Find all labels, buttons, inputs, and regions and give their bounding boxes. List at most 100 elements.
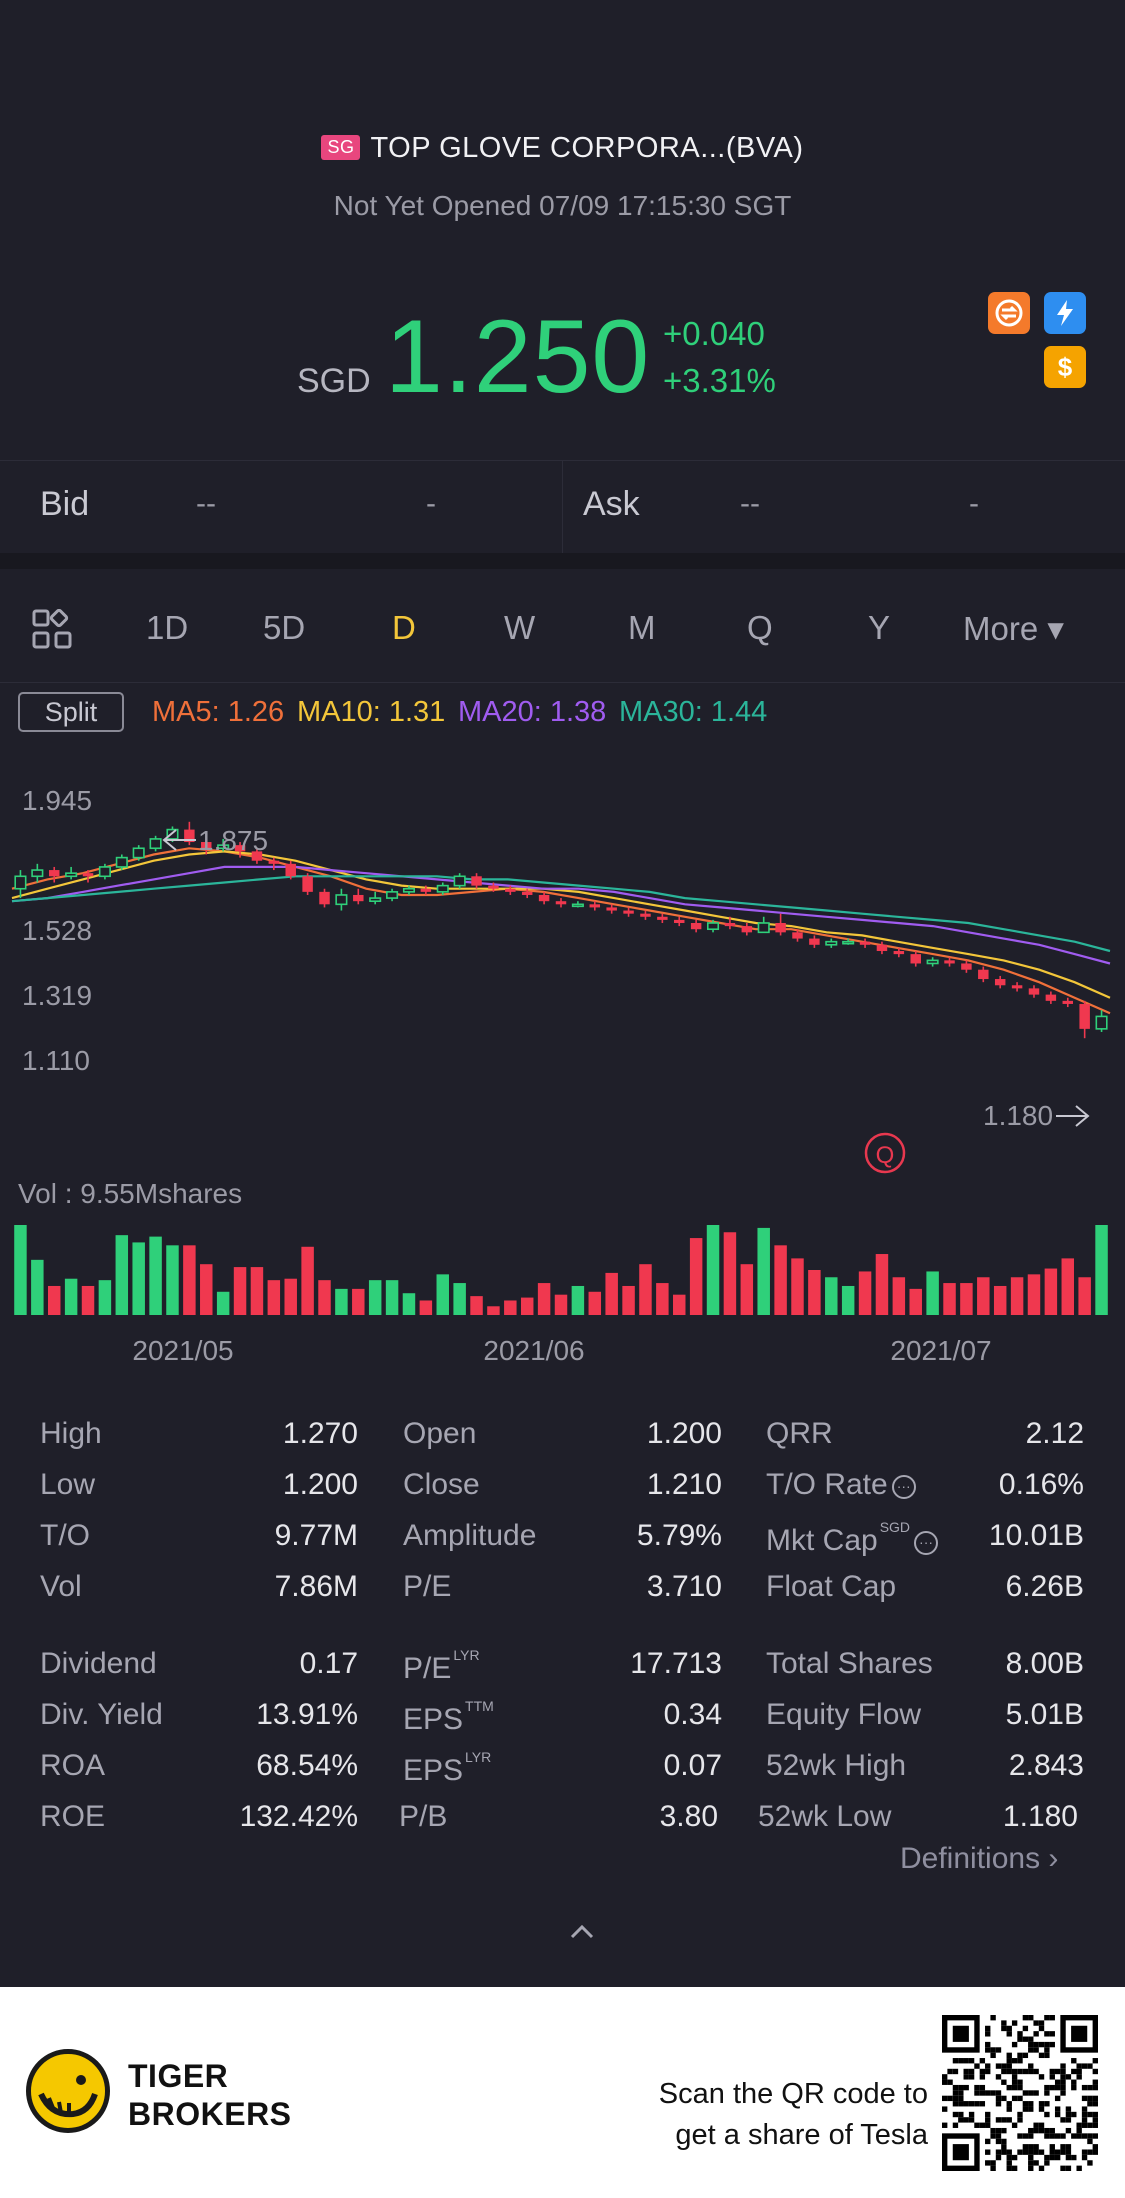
volume-bar: [875, 1254, 889, 1315]
stat-to-rate-value: 0.16%: [998, 1468, 1084, 1501]
stat-qrr-label: QRR: [766, 1417, 833, 1450]
candle: [994, 975, 1006, 989]
tab-more[interactable]: More ▾: [963, 610, 1064, 647]
candle: [606, 904, 617, 914]
stock-title: TOP GLOVE CORPORA...(BVA): [370, 132, 804, 164]
volume-bar: [605, 1272, 618, 1315]
moving-average-row: Split MA5: 1.26 MA10: 1.31 MA20: 1.38 MA…: [0, 684, 1125, 740]
tab-w[interactable]: W: [504, 609, 536, 646]
candle: [674, 916, 685, 927]
swap-icon[interactable]: [988, 292, 1030, 334]
ma20-line: [11, 865, 1111, 965]
qr-code-icon[interactable]: [942, 2015, 1098, 2171]
candle: [251, 848, 263, 864]
candle: [217, 838, 230, 852]
stat-div-yield-value: 13.91%: [256, 1698, 358, 1731]
volume-bar: [689, 1238, 703, 1315]
x-tick-label: 2021/06: [483, 1335, 584, 1366]
candle: [775, 913, 786, 936]
candle: [1011, 982, 1023, 992]
volume-bar: [588, 1291, 602, 1315]
candle: [115, 854, 128, 871]
split-button[interactable]: Split: [18, 692, 124, 732]
stat-pe-lyr-label: P/E LYR: [403, 1647, 480, 1685]
stat-amplitude-value: 5.79%: [636, 1519, 722, 1552]
tab-m[interactable]: M: [628, 609, 656, 646]
volume-bar: [487, 1306, 500, 1315]
tab-1d[interactable]: 1D: [146, 609, 189, 646]
stat-52wk-high-label: 52wk High: [766, 1749, 907, 1782]
stat-low-label: Low: [40, 1468, 96, 1501]
tab-q[interactable]: Q: [747, 609, 773, 646]
candle: [825, 938, 838, 948]
volume-bar: [993, 1285, 1007, 1315]
volume-bar: [31, 1259, 44, 1315]
volume-bar: [841, 1285, 855, 1315]
high-marker: 1.875: [162, 825, 268, 856]
volume-bar: [385, 1280, 399, 1315]
candle: [184, 821, 195, 846]
tab-d[interactable]: D: [392, 609, 416, 646]
volume-bar: [1078, 1277, 1091, 1315]
y-tick-label: 1.528: [22, 915, 92, 946]
volume-bar: [858, 1271, 872, 1315]
stat-close-value: 1.210: [646, 1468, 722, 1501]
chart-type-grid-icon[interactable]: [32, 609, 72, 649]
volume-bar: [352, 1288, 365, 1315]
to-rate-info-icon[interactable]: ···: [891, 1475, 916, 1499]
volume-bar: [402, 1293, 416, 1315]
ma10-label: MA10: 1.31: [297, 696, 446, 728]
mkt-cap-currency-sup: SGD: [879, 1519, 911, 1535]
stat-roe-value: 132.42%: [239, 1800, 358, 1833]
definitions-link[interactable]: Definitions ›: [900, 1842, 1059, 1875]
chevron-right-icon: ›: [1048, 1842, 1059, 1875]
volume-bar: [504, 1300, 517, 1315]
volume-bar: [318, 1280, 331, 1315]
q-annotation-icon[interactable]: Q: [864, 1132, 906, 1174]
candle: [14, 870, 27, 899]
volume-bar: [132, 1242, 145, 1315]
candle: [876, 941, 888, 955]
tab-y[interactable]: Y: [868, 609, 891, 646]
stat-52wk-low-label: 52wk Low: [758, 1800, 892, 1833]
dollar-icon[interactable]: $: [1044, 346, 1086, 388]
ma10-line: [11, 850, 1111, 999]
candle: [82, 870, 94, 883]
lightning-icon[interactable]: [1044, 292, 1086, 334]
stat-qrr-value: 2.12: [1025, 1417, 1084, 1450]
candle: [741, 922, 753, 936]
volume-bar: [98, 1280, 112, 1315]
volume-bar: [977, 1277, 990, 1315]
volume-bar: [470, 1296, 483, 1315]
candle: [757, 916, 770, 934]
stat-high-value: 1.270: [282, 1417, 358, 1450]
mkt-cap-info-icon[interactable]: ···: [914, 1531, 939, 1555]
chevron-up-icon[interactable]: [566, 1915, 598, 1947]
stat-turnover-value: 9.77M: [274, 1519, 358, 1552]
tab-5d[interactable]: 5D: [263, 609, 306, 646]
candle: [268, 857, 280, 871]
candle: [420, 885, 432, 895]
q-annotation-label: Q: [876, 1142, 895, 1169]
y-tick-label: 1.945: [22, 785, 92, 816]
candle: [1079, 1000, 1090, 1039]
candle: [505, 885, 516, 895]
candlestick-chart[interactable]: 1.945 1.528 1.319 1.110 1.875 1.180 Q Vol :…: [0, 770, 1125, 1370]
ask-size: -: [969, 487, 979, 520]
promo-footer: TIGER BROKERS Scan the QR code to get a …: [0, 1987, 1125, 2198]
candle: [132, 845, 145, 861]
volume-bar: [284, 1278, 297, 1315]
volume-bar: [1095, 1225, 1108, 1315]
candle: [859, 938, 871, 948]
bid-ask-divider: [562, 461, 563, 554]
volume-bar: [926, 1271, 939, 1315]
candle: [1095, 1010, 1108, 1032]
stat-eps-ttm-label: EPS TTM: [403, 1698, 494, 1736]
stat-52wk-high-value: 2.843: [1008, 1749, 1084, 1782]
candle: [538, 891, 550, 905]
volume-bar: [808, 1270, 821, 1315]
stat-roa-label: ROA: [40, 1749, 106, 1782]
volume-bar: [216, 1291, 230, 1315]
volume-bar: [267, 1280, 281, 1315]
market-badge: SG: [321, 135, 361, 160]
